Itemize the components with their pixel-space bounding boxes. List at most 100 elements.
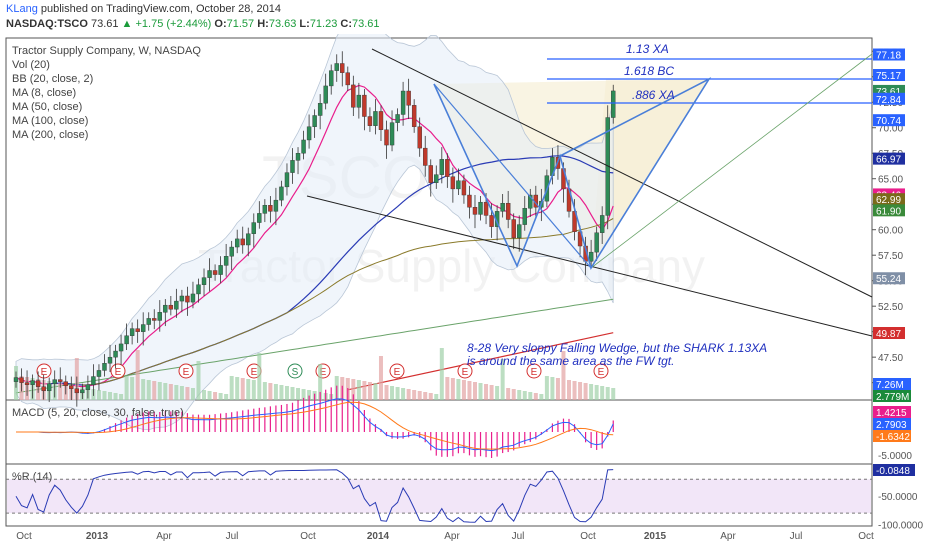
candle-body <box>445 159 450 177</box>
volume-bar <box>555 378 560 400</box>
earnings-marker: E <box>178 363 194 379</box>
volume-bar <box>378 356 383 400</box>
price-tick-label: 60.00 <box>878 226 903 237</box>
macd-badge-label: 1.4215 <box>876 408 907 419</box>
candle-body <box>273 199 279 212</box>
candle-body <box>251 222 256 234</box>
volume-badge-label: 7.26M <box>876 380 904 391</box>
candle-body <box>152 318 157 321</box>
volume-bar <box>190 388 195 400</box>
price-badge <box>873 152 905 165</box>
candle-body <box>467 194 472 208</box>
x-tick-label: Oct <box>580 531 596 542</box>
author-link[interactable]: KLang <box>6 3 38 15</box>
candle-body <box>340 63 345 73</box>
price-badge-label: 61.90 <box>876 206 901 217</box>
earnings-marker: E <box>593 363 609 379</box>
volume-bar <box>439 348 444 400</box>
candle-body <box>400 90 406 115</box>
candle-body <box>58 379 63 382</box>
earnings-marker-text: E <box>115 367 122 378</box>
legend-bb: BB (20, close, 2) <box>12 73 94 85</box>
volume-bar <box>108 392 113 400</box>
x-tick-label: Oct <box>16 531 32 542</box>
price-badge-label: 55.24 <box>876 274 901 285</box>
volume-bar <box>412 390 417 400</box>
volume-bar <box>495 386 500 400</box>
candle-body <box>218 265 223 275</box>
wedge-upper-line <box>371 48 873 298</box>
candle-body <box>124 335 129 345</box>
macd-badge-label: -1.6342 <box>876 432 910 443</box>
candle-body <box>168 304 174 310</box>
candle-body <box>362 94 367 117</box>
candle-body <box>517 224 522 239</box>
volume-bar <box>539 394 544 400</box>
candle-body <box>411 105 417 127</box>
volume-bar <box>528 392 533 400</box>
bollinger-band <box>15 17 614 431</box>
volume-bar <box>251 380 256 400</box>
volume-bar <box>589 384 594 400</box>
volume-bar <box>594 385 599 400</box>
candle-body <box>118 343 124 352</box>
legend-ma50: MA (50, close) <box>12 101 83 113</box>
pctr-badge <box>873 464 915 476</box>
volume-bar <box>240 378 245 400</box>
candle-body <box>284 172 290 188</box>
volume-bar <box>583 383 588 400</box>
price-tick-label: 70.00 <box>878 124 903 135</box>
candle-body <box>301 139 306 154</box>
legend-title: Tractor Supply Company, W, NASDAQ <box>12 45 201 57</box>
volume-bar <box>102 391 107 400</box>
volume-bar <box>406 389 411 400</box>
pctr-line <box>15 469 614 523</box>
candle-body <box>179 295 185 302</box>
earnings-marker: E <box>457 363 473 379</box>
x-tick-label: 2015 <box>644 531 667 542</box>
label-1618bc: 1.618 BC <box>624 64 675 78</box>
candle-body <box>201 277 207 285</box>
volume-bar <box>478 383 483 400</box>
chart-header: KLang published on TradingView.com, Octo… <box>0 0 932 34</box>
macd-line <box>16 398 614 452</box>
volume-bar <box>113 393 118 400</box>
volume-bar <box>229 376 234 400</box>
volume-bar <box>224 394 229 400</box>
x-tick-label: 2013 <box>86 531 109 542</box>
published-text: published on TradingView.com, October 28… <box>40 3 281 15</box>
volume-bar <box>511 389 516 400</box>
volume-bar <box>600 386 605 400</box>
volume-bar <box>284 386 289 400</box>
candle-body <box>96 370 102 377</box>
x-tick-label: Apr <box>156 531 172 542</box>
price-tick-label: 57.50 <box>878 251 903 262</box>
earnings-marker-circle <box>287 363 303 379</box>
candle-body <box>290 160 295 173</box>
volume-bar <box>96 390 101 400</box>
shark-xd-line <box>433 83 592 269</box>
macd-tick-label: -5.0000 <box>878 451 912 462</box>
candle-body <box>483 201 489 216</box>
volume-bar <box>362 381 367 400</box>
quote-line: NASDAQ:TSCO 73.61 ▲ +1.75 (+2.44%) O:71.… <box>6 17 380 32</box>
volume-bar <box>456 379 461 400</box>
x-tick-label: Oct <box>300 531 316 542</box>
volume-bar <box>384 385 389 400</box>
volume-bar <box>390 386 395 400</box>
label-886xa: .886 XA <box>632 88 675 102</box>
volume-bar <box>611 388 616 400</box>
candle-body <box>207 270 212 278</box>
earnings-marker-text: E <box>320 367 327 378</box>
candle-body <box>439 159 445 175</box>
candle-body <box>157 312 162 321</box>
volume-bar <box>450 378 455 400</box>
candle-body <box>588 251 594 262</box>
volume-bar <box>533 393 538 400</box>
ma100-line <box>82 218 614 386</box>
note-line-2: is around the same area as the FW tgt. <box>467 354 675 368</box>
candle-body <box>163 304 168 313</box>
